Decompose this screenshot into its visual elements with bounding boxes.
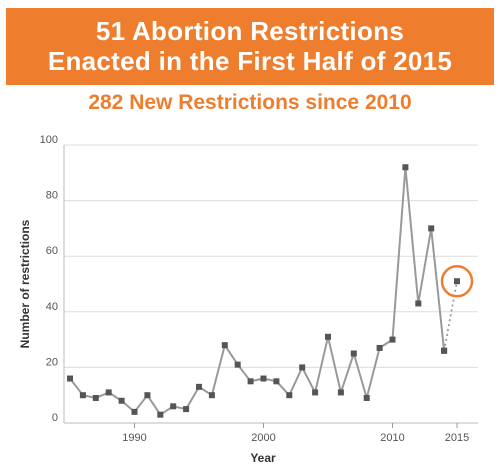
data-point-1997 [221,342,228,349]
data-point-2004 [312,389,319,396]
data-point-1991 [144,392,151,399]
data-point-1990 [131,408,138,415]
x-tick-label-2010: 2010 [380,432,404,444]
x-tick-label-2015: 2015 [445,432,469,444]
data-point-1988 [105,389,112,396]
data-point-2015 [454,278,460,285]
data-point-2014 [441,347,448,354]
data-point-1986 [79,392,86,399]
data-point-2000 [260,375,267,382]
y-tick-label-40: 40 [46,301,58,313]
data-point-1985 [67,375,73,382]
series-line-1 [443,281,458,351]
x-tick-label-1990: 1990 [122,432,146,444]
x-axis: 1990 2000 2010 2015 [122,423,469,444]
data-point-2013 [428,225,435,232]
y-axis: 0 20 40 60 80 100 [40,134,58,424]
series-markers [67,164,474,418]
y-tick-label-100: 100 [40,134,58,146]
data-point-1993 [170,403,177,410]
data-point-2011 [402,164,409,171]
chart-title-line2: Enacted in the First Half of 2015 [47,46,453,76]
data-point-2009 [376,344,383,351]
data-point-1998 [234,361,241,368]
chart-subtitle: 282 New Restrictions since 2010 [88,91,412,114]
chart-title-line1: 51 Abortion Restrictions [95,16,405,46]
y-tick-label-80: 80 [46,190,58,202]
series-line-0 [69,166,446,416]
data-point-1987 [92,394,99,401]
y-tick-label-60: 60 [46,245,58,257]
data-point-1992 [157,411,164,418]
y-tick-label-0: 0 [52,412,58,424]
data-point-1989 [118,397,125,404]
data-point-2010 [389,336,396,343]
data-point-1999 [247,378,254,385]
data-point-2008 [363,394,370,401]
y-axis-title: Number of restrictions [18,219,32,348]
gridlines [63,144,478,424]
data-point-2007 [350,350,357,357]
y-tick-label-20: 20 [46,356,58,368]
x-tick-label-2000: 2000 [251,432,275,444]
data-point-1995 [196,383,202,390]
data-point-2001 [273,378,280,385]
data-point-2005 [325,333,331,340]
data-point-2012 [415,300,422,307]
highlight-circle [440,264,474,298]
title-banner: 51 Abortion Restrictions Enacted in the … [6,8,494,85]
data-point-2003 [299,364,306,371]
data-point-2006 [337,389,344,396]
data-point-1994 [183,406,190,413]
x-axis-title: Year [250,451,276,465]
data-point-2002 [286,392,293,399]
data-point-1996 [208,392,215,399]
